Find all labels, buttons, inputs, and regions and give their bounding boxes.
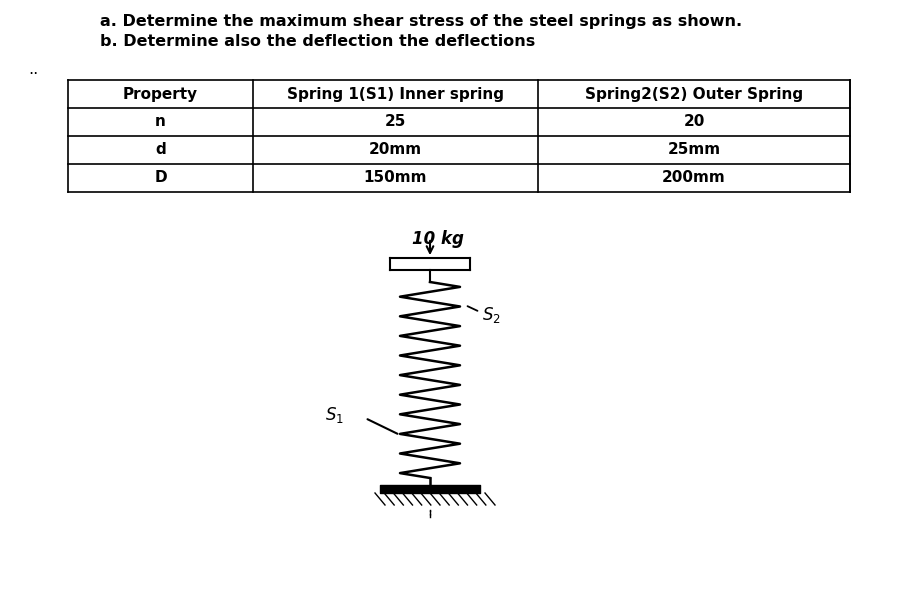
- Text: Spring2(S2) Outer Spring: Spring2(S2) Outer Spring: [585, 86, 803, 101]
- Text: ..: ..: [28, 62, 38, 77]
- Text: Spring 1(S1) Inner spring: Spring 1(S1) Inner spring: [287, 86, 504, 101]
- Text: d: d: [155, 143, 166, 158]
- Text: b. Determine also the deflection the deflections: b. Determine also the deflection the def…: [100, 34, 535, 49]
- Text: 150mm: 150mm: [364, 171, 427, 186]
- Text: $S_2$: $S_2$: [482, 305, 500, 325]
- Text: D: D: [154, 171, 167, 186]
- Text: 10 kg: 10 kg: [412, 230, 464, 248]
- Text: 25mm: 25mm: [668, 143, 720, 158]
- Text: 200mm: 200mm: [662, 171, 726, 186]
- Text: 20: 20: [683, 114, 705, 129]
- Text: a. Determine the maximum shear stress of the steel springs as shown.: a. Determine the maximum shear stress of…: [100, 14, 742, 29]
- Text: n: n: [155, 114, 166, 129]
- Text: 20mm: 20mm: [369, 143, 422, 158]
- Text: 25: 25: [385, 114, 406, 129]
- Text: Property: Property: [123, 86, 198, 101]
- Text: $S_1$: $S_1$: [325, 405, 344, 425]
